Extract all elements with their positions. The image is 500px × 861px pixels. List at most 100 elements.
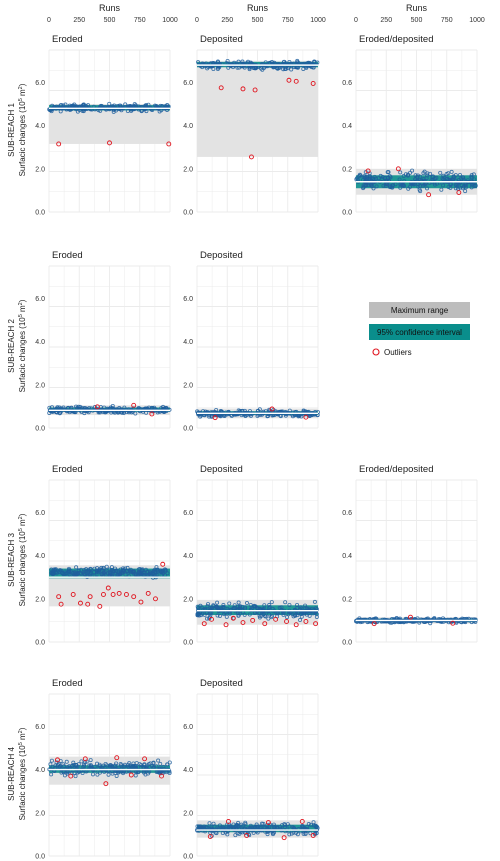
panel-title: Deposited	[200, 678, 243, 689]
sample-point	[154, 764, 159, 769]
sample-point	[74, 404, 79, 409]
sample-point	[196, 606, 201, 611]
sample-point	[275, 66, 280, 71]
outlier-point	[131, 402, 137, 408]
y-tick-label: 4.0	[35, 123, 45, 130]
sample-point	[367, 176, 372, 181]
sample-point	[286, 612, 291, 617]
sample-point	[89, 571, 94, 576]
outlier-point	[153, 596, 158, 602]
panel-title: Deposited	[200, 34, 243, 45]
outlier-point	[281, 835, 287, 841]
x-axis-title-col3: Runs	[406, 3, 428, 13]
y-tick-label: 0.0	[183, 426, 193, 433]
sample-point	[361, 183, 366, 188]
outlier-point	[207, 834, 213, 840]
sample-point	[204, 825, 209, 830]
x-tick-label: 500	[252, 17, 264, 24]
sample-point	[280, 823, 285, 828]
sample-point	[257, 613, 262, 618]
sample-point	[199, 412, 204, 417]
outlier-point	[310, 833, 316, 838]
sample-point	[123, 572, 128, 577]
sample-point	[234, 823, 239, 828]
sample-point	[281, 67, 286, 72]
sample-point	[289, 67, 294, 72]
panel-deposited: Deposited 0.0 2.0 4.0 6.0	[183, 678, 320, 861]
sample-point	[469, 176, 474, 181]
sample-point	[64, 759, 69, 764]
sample-point	[287, 602, 292, 607]
sample-point	[110, 403, 115, 408]
outlier-point	[293, 622, 299, 628]
x-tick-label: 0	[354, 17, 358, 24]
outlier-point	[116, 590, 122, 596]
sample-point	[59, 102, 64, 107]
sample-point	[196, 824, 201, 829]
sample-point	[97, 764, 102, 769]
sample-point	[421, 177, 426, 182]
sample-point	[301, 66, 306, 71]
panel-title: Eroded	[52, 250, 83, 261]
sample-point	[50, 405, 55, 410]
y-tick-label: 6.0	[183, 296, 193, 303]
sample-point	[49, 772, 54, 777]
sample-point	[305, 824, 310, 829]
sample-point	[361, 185, 366, 190]
sample-point	[405, 172, 410, 177]
outlier-point	[87, 594, 93, 600]
sample-point	[300, 611, 305, 616]
outlier-point	[284, 619, 289, 624]
sample-point	[111, 568, 116, 573]
sample-point	[211, 67, 216, 72]
sample-point	[267, 603, 272, 608]
y-tick-label: 0.0	[35, 210, 45, 217]
outlier-point	[128, 772, 134, 778]
sample-point	[88, 758, 93, 763]
y-tick-label: 4.0	[183, 123, 193, 130]
sample-point	[425, 171, 430, 176]
sample-point	[67, 566, 72, 571]
sample-point	[143, 772, 148, 777]
sample-point	[357, 172, 362, 177]
sample-point	[85, 409, 90, 414]
outlier-point	[230, 615, 236, 621]
sample-point	[236, 613, 241, 618]
outlier-point	[226, 818, 231, 824]
sample-point	[300, 823, 305, 828]
sample-point	[439, 187, 444, 192]
y-tick-label: 6.0	[183, 510, 193, 517]
sample-point	[388, 185, 393, 190]
sample-point	[393, 182, 398, 187]
sample-point	[236, 600, 241, 605]
sample-point	[113, 770, 118, 775]
sample-point	[131, 570, 136, 575]
sample-point	[453, 186, 458, 191]
sample-point	[376, 176, 381, 181]
sample-point	[253, 604, 258, 609]
sample-point	[217, 614, 222, 619]
sample-point	[449, 182, 454, 187]
sample-point	[296, 611, 301, 616]
sample-point	[54, 760, 59, 765]
sample-point	[73, 762, 78, 767]
y-tick-label: 2.0	[35, 596, 45, 603]
sample-point	[47, 405, 52, 410]
sample-point	[208, 605, 213, 610]
sample-point	[311, 823, 316, 828]
sample-point	[136, 567, 141, 572]
outlier-point	[313, 621, 319, 627]
panel-title: Deposited	[200, 250, 243, 261]
sample-point	[127, 761, 132, 766]
y-tick-label: 4.0	[183, 767, 193, 774]
sample-point	[251, 827, 256, 832]
sample-point	[247, 612, 252, 617]
sample-point	[103, 570, 108, 575]
outlier-point	[244, 833, 250, 838]
sample-point	[227, 611, 232, 616]
x-tick-label: 1000	[469, 17, 485, 24]
sample-point	[57, 405, 62, 410]
sample-point	[118, 567, 123, 572]
sample-point	[373, 176, 378, 181]
y-tick-label: 6.0	[35, 296, 45, 303]
